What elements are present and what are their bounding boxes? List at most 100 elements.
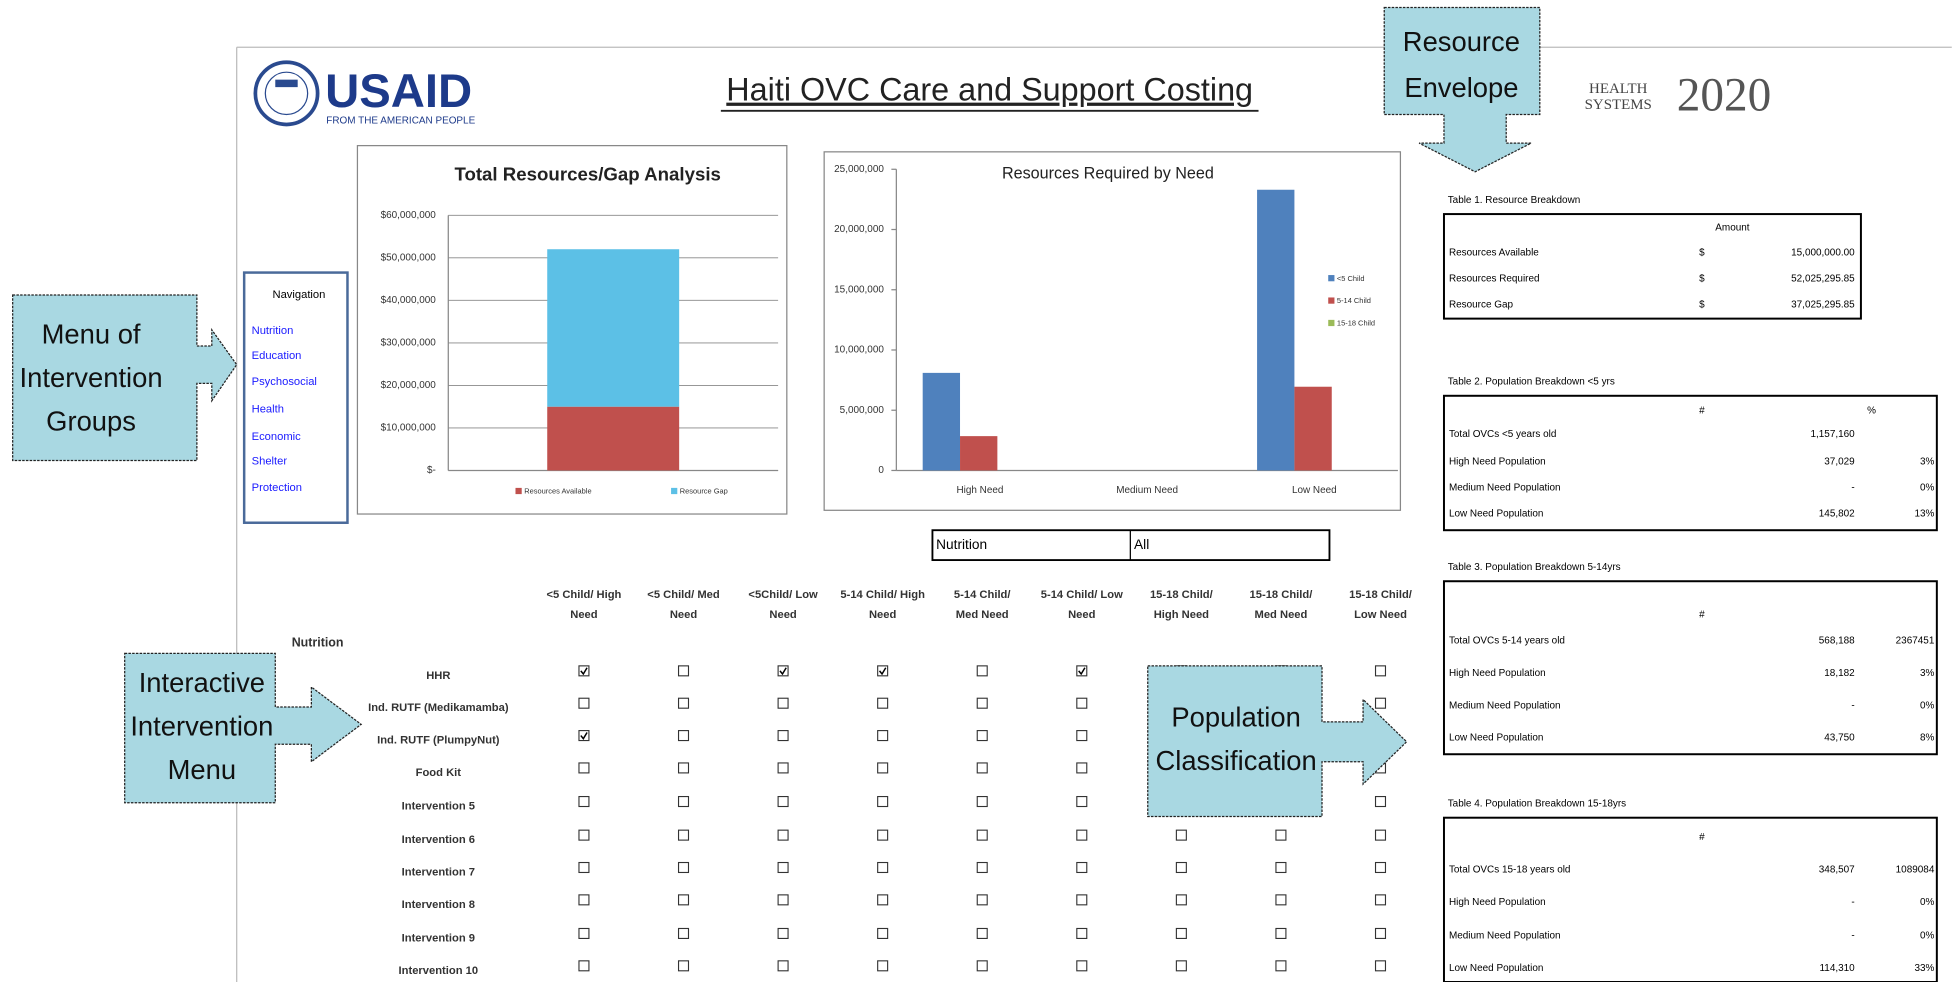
navigation-link[interactable]: Education [252,350,302,362]
checkbox[interactable] [1275,927,1287,939]
selector-population[interactable]: All [1134,537,1149,552]
checkbox[interactable] [877,894,889,906]
selector-group[interactable]: Nutrition [936,537,987,552]
checkbox[interactable] [1275,894,1287,906]
checkbox[interactable] [1076,795,1088,808]
checkbox[interactable] [578,894,590,906]
checkbox[interactable] [677,894,690,906]
checkbox[interactable] [877,795,889,808]
checkbox[interactable] [677,927,690,939]
navigation-link[interactable]: Health [252,403,284,415]
navigation-link[interactable]: Protection [252,482,302,494]
checkbox[interactable] [677,829,690,841]
column-header: Need [670,609,698,621]
checkbox[interactable] [578,829,590,841]
table-cell: 2367451 [1896,636,1935,647]
checkbox[interactable] [1175,927,1187,939]
checkbox[interactable] [1374,795,1387,808]
checkbox[interactable] [1374,697,1387,709]
checkbox[interactable] [677,730,690,742]
column-header: Need [769,609,797,621]
checkbox[interactable] [578,927,590,939]
checkbox[interactable] [578,697,590,709]
checkbox[interactable] [1076,861,1088,874]
column-header: 15-18 Child/ [1250,589,1313,601]
checkbox[interactable] [777,960,789,972]
checkbox[interactable] [1275,960,1287,972]
checkbox[interactable] [677,697,690,709]
checkbox[interactable] [976,665,988,677]
checkbox[interactable] [578,795,590,808]
checkbox[interactable] [578,730,590,742]
checkbox[interactable] [777,861,789,874]
checkbox[interactable] [976,795,988,808]
checkbox[interactable] [1076,829,1088,841]
checkbox[interactable] [777,927,789,939]
logo-tagline: FROM THE AMERICAN PEOPLE [326,115,475,126]
checkbox[interactable] [976,730,988,742]
table-cell: $ [1699,273,1705,284]
checkbox[interactable] [777,762,789,774]
checkbox[interactable] [976,927,988,939]
checkbox[interactable] [677,960,690,972]
checkbox[interactable] [777,730,789,742]
checkbox[interactable] [1076,927,1088,939]
checkbox[interactable] [1374,894,1387,906]
checkbox[interactable] [1374,665,1387,677]
checkbox[interactable] [1374,960,1387,972]
checkbox[interactable] [1076,960,1088,972]
checkbox[interactable] [877,960,889,972]
checkbox[interactable] [1175,829,1187,841]
checkbox[interactable] [777,795,789,808]
checkbox[interactable] [1175,960,1187,972]
checkbox[interactable] [677,861,690,874]
checkbox[interactable] [578,861,590,874]
checkbox[interactable] [877,861,889,874]
checkbox[interactable] [1275,861,1287,874]
checkbox[interactable] [877,730,889,742]
checkbox[interactable] [1076,697,1088,709]
navigation-link[interactable]: Shelter [252,456,288,468]
table-cell: - [1851,483,1854,494]
column-header: 5-14 Child/ [954,589,1011,601]
checkbox[interactable] [578,762,590,774]
navigation-link[interactable]: Economic [252,431,302,443]
table-cell: 8% [1920,733,1935,744]
bar-segment [547,406,680,471]
checkbox[interactable] [976,697,988,709]
checkbox[interactable] [1374,861,1387,874]
checkbox[interactable] [1076,665,1088,677]
table-header: % [1867,405,1876,416]
checkbox[interactable] [877,927,889,939]
checkbox[interactable] [877,665,889,677]
callout-text: Envelope [1404,72,1518,103]
checkbox[interactable] [578,665,590,677]
checkbox[interactable] [777,829,789,841]
checkbox[interactable] [1076,894,1088,906]
checkbox[interactable] [777,697,789,709]
navigation-link[interactable]: Nutrition [252,325,294,337]
checkbox[interactable] [877,697,889,709]
checkbox[interactable] [1374,927,1387,939]
checkbox[interactable] [578,960,590,972]
checkbox[interactable] [1175,861,1187,874]
checkbox[interactable] [777,894,789,906]
checkbox[interactable] [976,762,988,774]
checkbox[interactable] [1275,829,1287,841]
checkbox[interactable] [1175,894,1187,906]
checkbox[interactable] [1374,829,1387,841]
checkbox[interactable] [976,960,988,972]
checkbox[interactable] [1076,730,1088,742]
checkbox[interactable] [677,762,690,774]
navigation-link[interactable]: Psychosocial [252,376,317,388]
checkbox[interactable] [1076,762,1088,774]
checkbox[interactable] [976,829,988,841]
checkbox[interactable] [976,861,988,874]
y-tick-label: $50,000,000 [381,252,437,263]
checkbox[interactable] [777,665,789,677]
checkbox[interactable] [877,762,889,774]
checkbox[interactable] [976,894,988,906]
checkbox[interactable] [677,665,690,677]
checkbox[interactable] [877,829,889,841]
checkbox[interactable] [677,795,690,808]
